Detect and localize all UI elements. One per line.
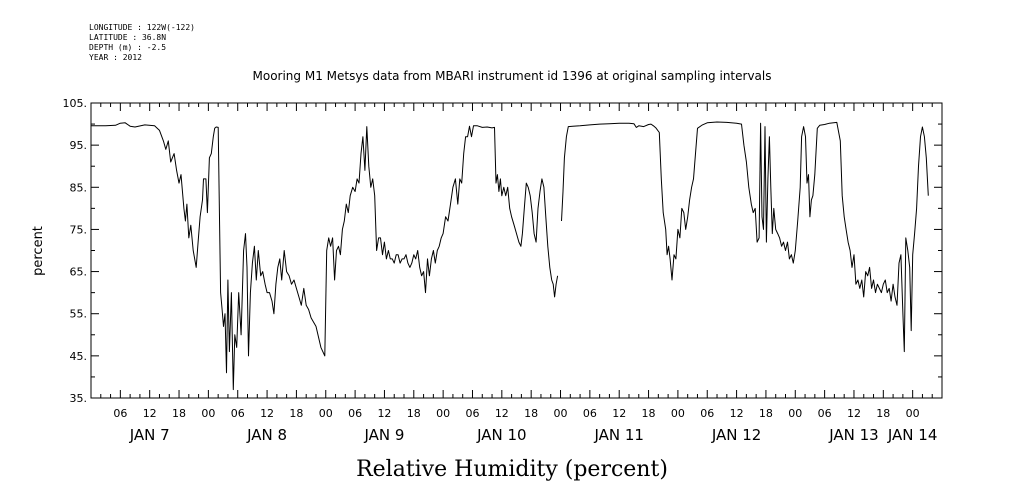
latitude-text: LATITUDE : 36.8N bbox=[89, 33, 166, 42]
y-axis-label: percent bbox=[31, 226, 46, 276]
depth-text: DEPTH (m) : -2.5 bbox=[89, 43, 166, 52]
x-tick-label: 06 bbox=[465, 407, 479, 420]
x-tick-label: 06 bbox=[348, 407, 362, 420]
x-tick-label: 18 bbox=[172, 407, 186, 420]
x-tick-labels: 06 12 18 00 06 12 18 00 06 12 18 00 06 12 18 00 06 12 18 00… bbox=[113, 407, 919, 420]
x-tick-label: 06 bbox=[231, 407, 245, 420]
x-tick-label: 06 bbox=[583, 407, 597, 420]
chart-title: Mooring M1 Metsys data from MBARI instru… bbox=[253, 69, 772, 83]
y-tick-labels: 35. 45. 55. 65. 75. 85. 95. 105. bbox=[63, 97, 88, 405]
x-tick-label: 00 bbox=[554, 407, 568, 420]
x-tick-label: 18 bbox=[524, 407, 538, 420]
data-series bbox=[91, 121, 929, 391]
x-tick-label: 00 bbox=[906, 407, 920, 420]
x-tick-label: 12 bbox=[143, 407, 157, 420]
x-tick-label: 12 bbox=[847, 407, 861, 420]
x-tick-label: 18 bbox=[759, 407, 773, 420]
x-tick-label: 06 bbox=[113, 407, 127, 420]
y-tick-label: 65. bbox=[70, 266, 88, 279]
y-tick-label: 85. bbox=[70, 181, 88, 194]
y-tick-label: 105. bbox=[63, 97, 88, 110]
header-block: LONGITUDE : 122W(-122) LATITUDE : 36.8N … bbox=[89, 23, 195, 62]
x-tick-label: 00 bbox=[671, 407, 685, 420]
x-tick-label: 00 bbox=[436, 407, 450, 420]
axis-ticks bbox=[90, 102, 943, 399]
day-label: JAN 8 bbox=[246, 426, 287, 444]
day-label: JAN 13 bbox=[828, 426, 879, 444]
x-tick-label: 18 bbox=[642, 407, 656, 420]
x-tick-label: 12 bbox=[377, 407, 391, 420]
day-label: JAN 7 bbox=[129, 426, 170, 444]
x-tick-label: 18 bbox=[289, 407, 303, 420]
day-label: JAN 12 bbox=[711, 426, 762, 444]
day-label: JAN 14 bbox=[887, 426, 938, 444]
day-label: JAN 9 bbox=[363, 426, 404, 444]
x-tick-label: 12 bbox=[495, 407, 509, 420]
series-line bbox=[91, 121, 929, 391]
y-tick-label: 45. bbox=[70, 350, 88, 363]
longitude-text: LONGITUDE : 122W(-122) bbox=[89, 23, 195, 32]
year-text: YEAR : 2012 bbox=[89, 53, 142, 62]
x-tick-label: 18 bbox=[876, 407, 890, 420]
y-tick-label: 95. bbox=[70, 139, 88, 152]
x-tick-label: 12 bbox=[260, 407, 274, 420]
day-label: JAN 11 bbox=[593, 426, 644, 444]
x-tick-label: 00 bbox=[201, 407, 215, 420]
day-label: JAN 10 bbox=[476, 426, 527, 444]
x-axis-label: Relative Humidity (percent) bbox=[356, 457, 668, 482]
y-tick-label: 55. bbox=[70, 308, 88, 321]
x-tick-label: 06 bbox=[700, 407, 714, 420]
x-tick-label: 18 bbox=[407, 407, 421, 420]
y-tick-label: 35. bbox=[70, 392, 88, 405]
x-tick-label: 00 bbox=[788, 407, 802, 420]
x-tick-label: 12 bbox=[612, 407, 626, 420]
x-tick-label: 00 bbox=[319, 407, 333, 420]
day-labels: JAN 7 JAN 8 JAN 9 JAN 10 JAN 11 JAN 12 JAN 13 J… bbox=[129, 426, 938, 444]
y-tick-label: 75. bbox=[70, 223, 88, 236]
x-tick-label: 06 bbox=[818, 407, 832, 420]
x-tick-label: 12 bbox=[730, 407, 744, 420]
